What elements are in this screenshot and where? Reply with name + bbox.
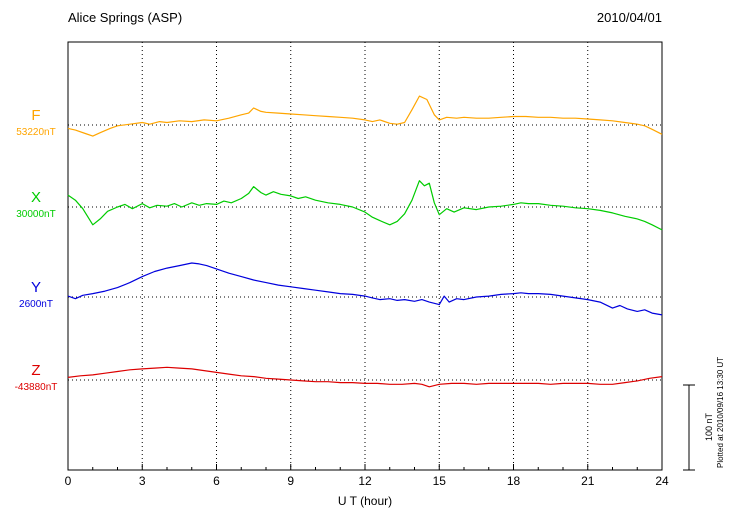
- series-label-Z: Z -43880nT: [6, 363, 66, 393]
- series-letter: Z: [31, 362, 41, 379]
- series-baseline-value: 2600nT: [19, 299, 53, 310]
- series-letter: F: [31, 107, 41, 124]
- x-tick-label: 21: [581, 474, 595, 488]
- x-tick-label: 6: [213, 474, 220, 488]
- series-Z-trace: [67, 366, 663, 388]
- series-baseline-value: 30000nT: [16, 209, 56, 220]
- series-Y-trace: [67, 262, 663, 316]
- x-tick-label: 9: [287, 474, 295, 488]
- series-baseline-value: 53220nT: [16, 127, 56, 138]
- x-tick-label: 15: [432, 474, 446, 488]
- x-axis-label: U T (hour): [337, 494, 393, 508]
- series-letter: X: [30, 189, 41, 206]
- series-label-X: X 30000nT: [6, 190, 66, 220]
- x-tick-label: 3: [138, 474, 146, 488]
- series-letter: Y: [30, 279, 41, 296]
- series-F-trace: [67, 95, 663, 137]
- series-label-Y: Y 2600nT: [6, 280, 66, 310]
- x-tick-label: 18: [506, 474, 521, 488]
- series-baseline-value: -43880nT: [14, 382, 58, 393]
- scale-bar-label: 100 nT: [704, 412, 714, 442]
- x-tick-label: 0: [64, 474, 72, 488]
- series-X-trace: [67, 180, 663, 231]
- x-tick-label: 12: [358, 474, 372, 488]
- date-label: 2010/04/01: [596, 10, 662, 25]
- series-label-F: F 53220nT: [6, 108, 66, 138]
- plotted-at-note: Plotted at 2010/09/16 13:30 UT: [716, 356, 725, 468]
- station-title: Alice Springs (ASP): [68, 10, 183, 25]
- x-tick-label: 24: [655, 474, 669, 488]
